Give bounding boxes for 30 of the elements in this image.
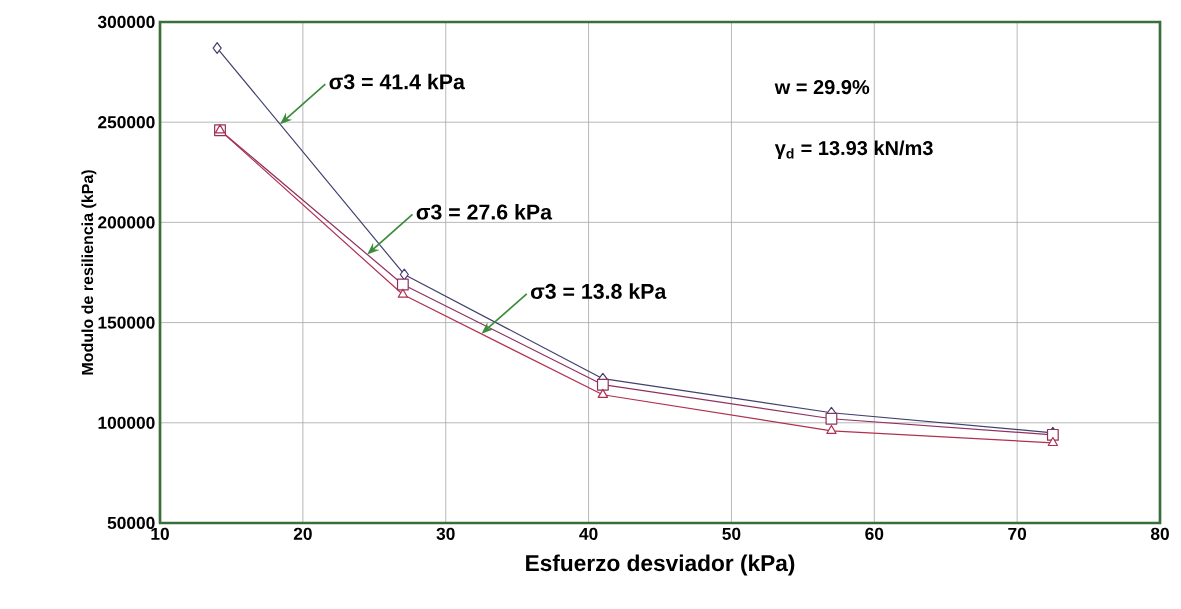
point (597, 388, 609, 398)
annotation: γ$_{d}$ = 13.93 kN/m3 (774, 140, 933, 160)
point (212, 42, 222, 54)
point (1047, 436, 1059, 447)
x-axis-title: Esfuerzo desviador (kPa) (526, 554, 795, 576)
x-tick-label: 10 (151, 527, 169, 540)
x-tick-label: 50 (722, 527, 741, 540)
y-tick-label: 150000 (98, 316, 155, 329)
y-axis-title: Modulo de resiliencia (kPa) (81, 170, 97, 375)
point (826, 424, 837, 435)
y-tick-label: 300000 (97, 15, 155, 29)
x-tick-label: 80 (1150, 527, 1169, 540)
y-tick-label: 200000 (98, 216, 155, 229)
x-tick-label: 70 (1008, 527, 1027, 540)
x-tick-label: 40 (579, 527, 598, 540)
x-tick-label: 20 (293, 527, 312, 540)
y-tick-label: 100000 (98, 416, 155, 429)
x-tick-label: 30 (436, 527, 455, 540)
point (399, 268, 409, 281)
annotation: σ3 = 41.4 kPa (329, 73, 466, 90)
y-tick-label: 250000 (98, 116, 155, 129)
annotation: w = 29.9% (774, 80, 870, 95)
x-tick-label: 60 (865, 527, 884, 540)
point (825, 412, 838, 425)
y-tick-label: 50000 (107, 516, 155, 530)
point (596, 378, 609, 391)
annotation: σ3 = 27.6 kPa (416, 203, 553, 220)
point (397, 288, 409, 298)
point (396, 278, 409, 291)
annotation: σ3 = 13.8 kPa (530, 283, 667, 299)
